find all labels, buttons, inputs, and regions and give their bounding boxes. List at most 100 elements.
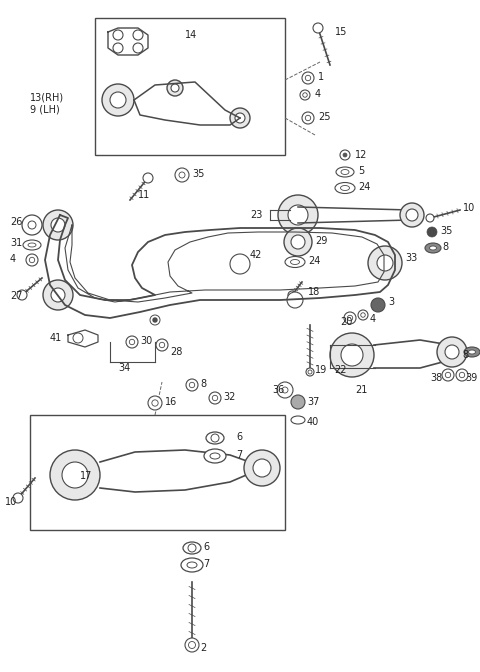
Text: 16: 16	[165, 397, 177, 407]
Circle shape	[302, 72, 314, 84]
Circle shape	[368, 246, 402, 280]
Circle shape	[133, 30, 143, 40]
Text: 6: 6	[236, 432, 242, 442]
Circle shape	[51, 218, 65, 232]
Circle shape	[445, 345, 459, 359]
Text: 27: 27	[10, 291, 23, 301]
Circle shape	[361, 312, 365, 317]
Circle shape	[230, 108, 250, 128]
Ellipse shape	[23, 240, 41, 250]
Text: 41: 41	[50, 333, 62, 343]
Circle shape	[110, 92, 126, 108]
Text: 10: 10	[5, 497, 17, 507]
Text: 25: 25	[318, 112, 331, 122]
Text: 7: 7	[236, 450, 242, 460]
Ellipse shape	[425, 243, 441, 253]
Circle shape	[22, 215, 42, 235]
Text: 7: 7	[203, 559, 209, 569]
Text: 9 (LH): 9 (LH)	[30, 105, 60, 115]
Ellipse shape	[340, 185, 349, 190]
Circle shape	[148, 396, 162, 410]
Circle shape	[340, 150, 350, 160]
Circle shape	[156, 339, 168, 351]
Circle shape	[189, 642, 195, 648]
Circle shape	[113, 43, 123, 53]
Text: 30: 30	[140, 336, 152, 346]
Ellipse shape	[468, 350, 476, 354]
Ellipse shape	[290, 259, 300, 265]
Circle shape	[288, 205, 308, 225]
Circle shape	[167, 80, 183, 96]
Circle shape	[153, 318, 157, 322]
Text: 13(RH): 13(RH)	[30, 93, 64, 103]
Text: 21: 21	[355, 385, 367, 395]
Circle shape	[306, 368, 314, 376]
Text: 39: 39	[465, 373, 477, 383]
Circle shape	[29, 257, 35, 263]
Text: 3: 3	[388, 297, 394, 307]
Circle shape	[129, 339, 135, 345]
Text: 4: 4	[315, 89, 321, 99]
Circle shape	[150, 315, 160, 325]
Circle shape	[330, 333, 374, 377]
Ellipse shape	[206, 432, 224, 444]
Bar	[30, 415, 285, 530]
Circle shape	[343, 153, 347, 157]
Ellipse shape	[210, 453, 220, 459]
Circle shape	[277, 382, 293, 398]
Circle shape	[244, 450, 280, 486]
Circle shape	[113, 30, 123, 40]
Circle shape	[291, 395, 305, 409]
Text: 11: 11	[138, 190, 150, 200]
Text: 37: 37	[307, 397, 319, 407]
Text: 6: 6	[203, 542, 209, 552]
Circle shape	[73, 333, 83, 343]
Circle shape	[13, 493, 23, 503]
Circle shape	[235, 113, 245, 123]
Circle shape	[302, 112, 314, 124]
Ellipse shape	[335, 183, 355, 194]
Bar	[95, 18, 285, 155]
Ellipse shape	[204, 449, 226, 463]
Circle shape	[212, 395, 218, 401]
Text: 2: 2	[200, 643, 206, 653]
Circle shape	[152, 400, 158, 406]
Circle shape	[358, 310, 368, 320]
Text: 34: 34	[118, 363, 130, 373]
Circle shape	[406, 209, 418, 221]
Circle shape	[303, 93, 307, 97]
Text: 8: 8	[200, 379, 206, 389]
Text: 33: 33	[405, 253, 417, 263]
Circle shape	[230, 254, 250, 274]
Text: 36: 36	[272, 385, 284, 395]
Text: 40: 40	[307, 417, 319, 427]
Circle shape	[188, 544, 196, 552]
Ellipse shape	[341, 169, 349, 175]
Circle shape	[426, 214, 434, 222]
Text: 24: 24	[358, 182, 371, 192]
Text: 38: 38	[430, 373, 442, 383]
Circle shape	[159, 342, 165, 347]
Circle shape	[456, 369, 468, 381]
Text: 29: 29	[315, 236, 327, 246]
Circle shape	[17, 290, 27, 300]
Circle shape	[305, 116, 311, 121]
Text: 23: 23	[250, 210, 263, 220]
Ellipse shape	[430, 246, 436, 250]
Text: 8: 8	[462, 350, 468, 360]
Circle shape	[377, 255, 393, 271]
Circle shape	[348, 315, 353, 321]
Ellipse shape	[183, 542, 201, 554]
Text: 24: 24	[308, 256, 320, 266]
Circle shape	[26, 254, 38, 266]
Text: 26: 26	[10, 217, 23, 227]
Text: 12: 12	[355, 150, 367, 160]
Ellipse shape	[291, 416, 305, 424]
Circle shape	[445, 372, 451, 378]
Ellipse shape	[181, 558, 203, 572]
Text: 17: 17	[80, 471, 92, 481]
Circle shape	[344, 312, 356, 324]
Circle shape	[284, 228, 312, 256]
Text: 28: 28	[170, 347, 182, 357]
Text: 22: 22	[334, 365, 347, 375]
